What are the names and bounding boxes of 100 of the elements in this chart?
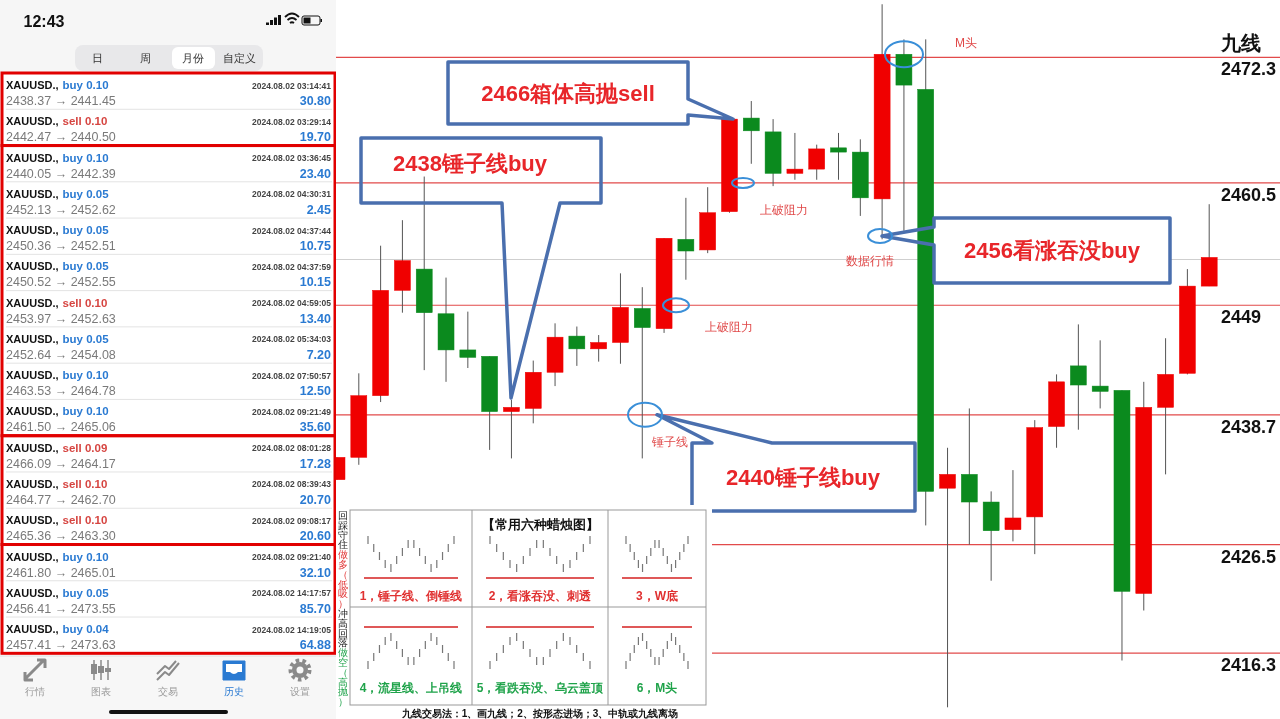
annotation: M头 — [955, 36, 977, 50]
text: 2440.05 → 2442.39 — [6, 166, 116, 181]
text: buy 0.04 — [62, 623, 110, 636]
annotation: 上破阻力 — [705, 320, 753, 334]
text: 2456.41 → 2473.55 — [6, 601, 116, 616]
text: sell 0.10 — [62, 514, 108, 527]
text: buy 0.10 — [62, 405, 109, 418]
annotation: 2024.08.02 09:21:40 — [252, 552, 332, 563]
ref-line-label: 2449 — [1221, 307, 1262, 328]
text: 2463.53 → 2464.78 — [6, 384, 116, 399]
annotation: 做空（高抛） — [338, 647, 348, 708]
text: XAUUSD., — [6, 514, 59, 527]
annotation: 10.15 — [299, 275, 332, 290]
annotation: 23.40 — [299, 166, 332, 181]
annotation: 2024.08.02 04:30:31 — [252, 189, 332, 200]
ref-line-label: 2472.3 — [1221, 59, 1277, 80]
text: XAUUSD., — [6, 260, 59, 273]
text: 2438.37 → 2441.45 — [6, 94, 116, 108]
annotation: 64.88 — [299, 638, 332, 653]
text: 2442.47 → 2440.50 — [6, 130, 116, 145]
annotation: 2456看涨吞没buy — [963, 238, 1141, 263]
annotation: 2438锤子线buy — [392, 151, 548, 176]
text: XAUUSD., — [6, 151, 59, 164]
annotation: 2024.08.02 07:50:57 — [252, 370, 332, 381]
annotation: 85.70 — [299, 601, 332, 616]
annotation: 5，看跌吞没、乌云盖顶 — [476, 681, 605, 695]
annotation: 九线交易法：1、画九线；2、按形态进场；3、中轨或九线离场 — [400, 708, 679, 719]
annotation: 2024.08.02 09:08:17 — [252, 515, 332, 526]
text: buy 0.05 — [62, 260, 110, 273]
text: 2461.50 → 2465.06 — [6, 420, 116, 435]
text: buy 0.05 — [62, 332, 110, 345]
annotation: 做多（低吸） — [338, 549, 348, 610]
text: buy 0.10 — [62, 550, 109, 563]
text: 2452.64 → 2454.08 — [6, 347, 116, 362]
annotation: 30.80 — [299, 94, 332, 108]
ref-line-label: 2438.7 — [1221, 416, 1277, 437]
text: XAUUSD., — [6, 332, 59, 345]
annotation: 2024.08.02 09:21:49 — [252, 406, 332, 417]
annotation: 3，W底 — [636, 589, 678, 603]
text: sell 0.09 — [62, 441, 108, 454]
ref-line-label: 2426.5 — [1221, 546, 1277, 567]
text: XAUUSD., — [6, 187, 59, 200]
annotation: 32.10 — [299, 565, 332, 580]
text: 【常用六种蜡烛图】 — [481, 517, 599, 532]
annotation: 20.60 — [299, 529, 332, 544]
annotation: 4，流星线、上吊线 — [359, 681, 463, 695]
annotation: 2024.08.02 04:37:59 — [252, 261, 332, 272]
annotation: 2.45 — [306, 202, 332, 217]
text: sell 0.10 — [62, 477, 108, 490]
annotation: 20.70 — [299, 492, 332, 507]
text: 自定义 — [222, 52, 256, 64]
annotation: 2024.08.02 14:17:57 — [252, 588, 332, 599]
text: 日 — [91, 52, 103, 64]
text: XAUUSD., — [6, 296, 59, 309]
text: XAUUSD., — [6, 369, 59, 382]
annotation: 回踩守住 — [338, 510, 348, 551]
annotation: 10.75 — [299, 239, 332, 254]
text: buy 0.10 — [62, 369, 109, 382]
text: 图表 — [91, 686, 111, 697]
text: sell 0.10 — [62, 115, 108, 128]
text: XAUUSD., — [6, 477, 59, 490]
annotation: 2440锤子线buy — [725, 465, 881, 490]
annotation: 2024.08.02 04:37:44 — [252, 225, 332, 236]
annotation: 17.28 — [299, 456, 332, 471]
text: 2466.09 → 2464.17 — [6, 456, 116, 471]
annotation: 2466箱体高抛sell — [481, 81, 655, 106]
text: 九线 — [1220, 32, 1261, 54]
text: XAUUSD., — [6, 79, 59, 91]
annotation: 冲高回落 — [338, 608, 348, 649]
text: buy 0.05 — [62, 586, 110, 599]
annotation: 2024.08.02 08:01:28 — [252, 443, 332, 454]
text: buy 0.05 — [62, 187, 110, 200]
text: buy 0.10 — [62, 79, 109, 91]
annotation: 上破阻力 — [760, 203, 808, 217]
annotation: 12.50 — [299, 384, 332, 399]
text: XAUUSD., — [6, 586, 59, 599]
text: XAUUSD., — [6, 623, 59, 636]
ref-line-label: 2460.5 — [1221, 184, 1277, 205]
text: 2452.13 → 2452.62 — [6, 202, 116, 217]
annotation: 13.40 — [299, 311, 332, 326]
text: 设置 — [290, 686, 310, 697]
text: buy 0.05 — [62, 224, 110, 237]
annotation: 2024.08.02 05:34:03 — [252, 334, 332, 345]
text: XAUUSD., — [6, 405, 59, 418]
annotation: 7.20 — [306, 347, 332, 362]
text: XAUUSD., — [6, 115, 59, 128]
ref-line-label: 2416.3 — [1221, 655, 1277, 676]
text: 2450.36 → 2452.51 — [6, 239, 116, 254]
text: 历史 — [224, 686, 244, 697]
text: 2457.41 → 2473.63 — [6, 638, 116, 653]
annotation: 2024.08.02 03:29:14 — [252, 116, 332, 127]
text: 2450.52 → 2452.55 — [6, 275, 116, 290]
annotation: 锤子线 — [651, 435, 688, 449]
text: XAUUSD., — [6, 224, 59, 237]
text: 周 — [139, 52, 151, 64]
text: 12:43 — [23, 13, 65, 30]
text: 2461.80 → 2465.01 — [6, 565, 116, 580]
text: 2465.36 → 2463.30 — [6, 529, 116, 544]
text: sell 0.10 — [62, 296, 108, 309]
text: XAUUSD., — [6, 441, 59, 454]
